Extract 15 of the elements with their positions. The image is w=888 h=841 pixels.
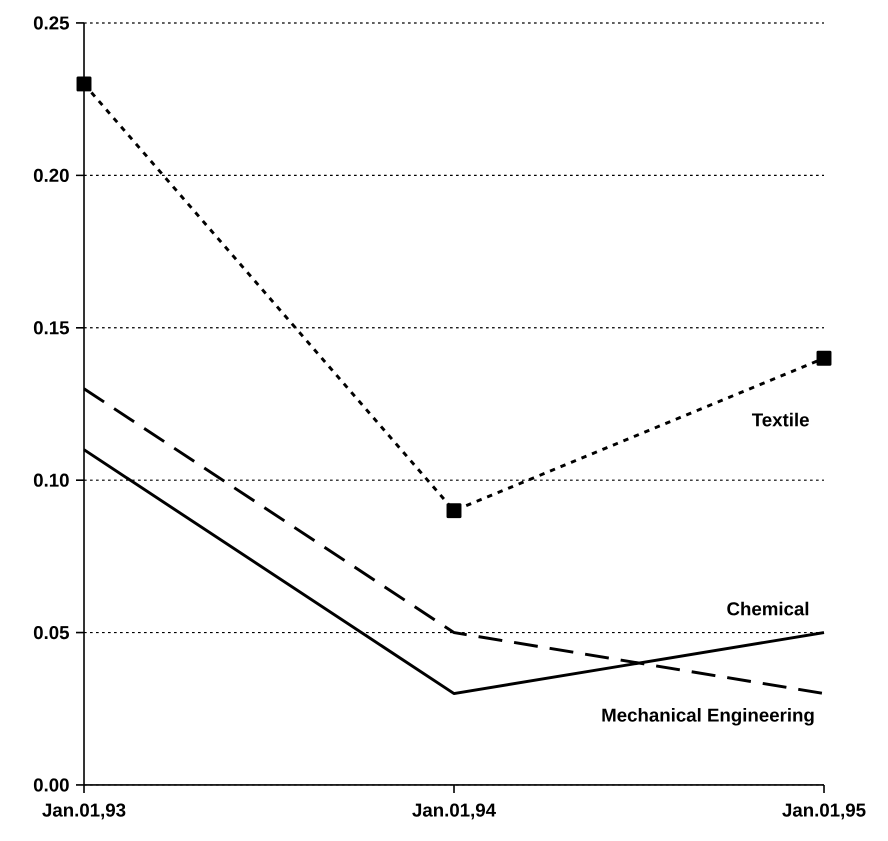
y-tick-label: 0.10	[34, 474, 69, 487]
y-tick-label: 0.20	[34, 168, 69, 182]
x-tick-label: Jan.01,94	[412, 803, 496, 820]
point	[76, 76, 92, 92]
point	[446, 503, 462, 518]
point	[816, 350, 832, 366]
series-label: Chemical	[727, 602, 808, 616]
x-tick-label: Jan.01,95	[782, 803, 866, 820]
series-label: Mechanical Engineering	[602, 708, 814, 726]
y-tick-label: 0.15	[34, 321, 70, 334]
x-tick-label: Jan.01,93	[42, 803, 126, 820]
y-tick-label: 0.05	[34, 626, 70, 640]
y-tick-label: 0.00	[34, 778, 69, 792]
series-label: Textile	[752, 412, 809, 426]
y-tick-label: 0.25	[34, 16, 70, 30]
